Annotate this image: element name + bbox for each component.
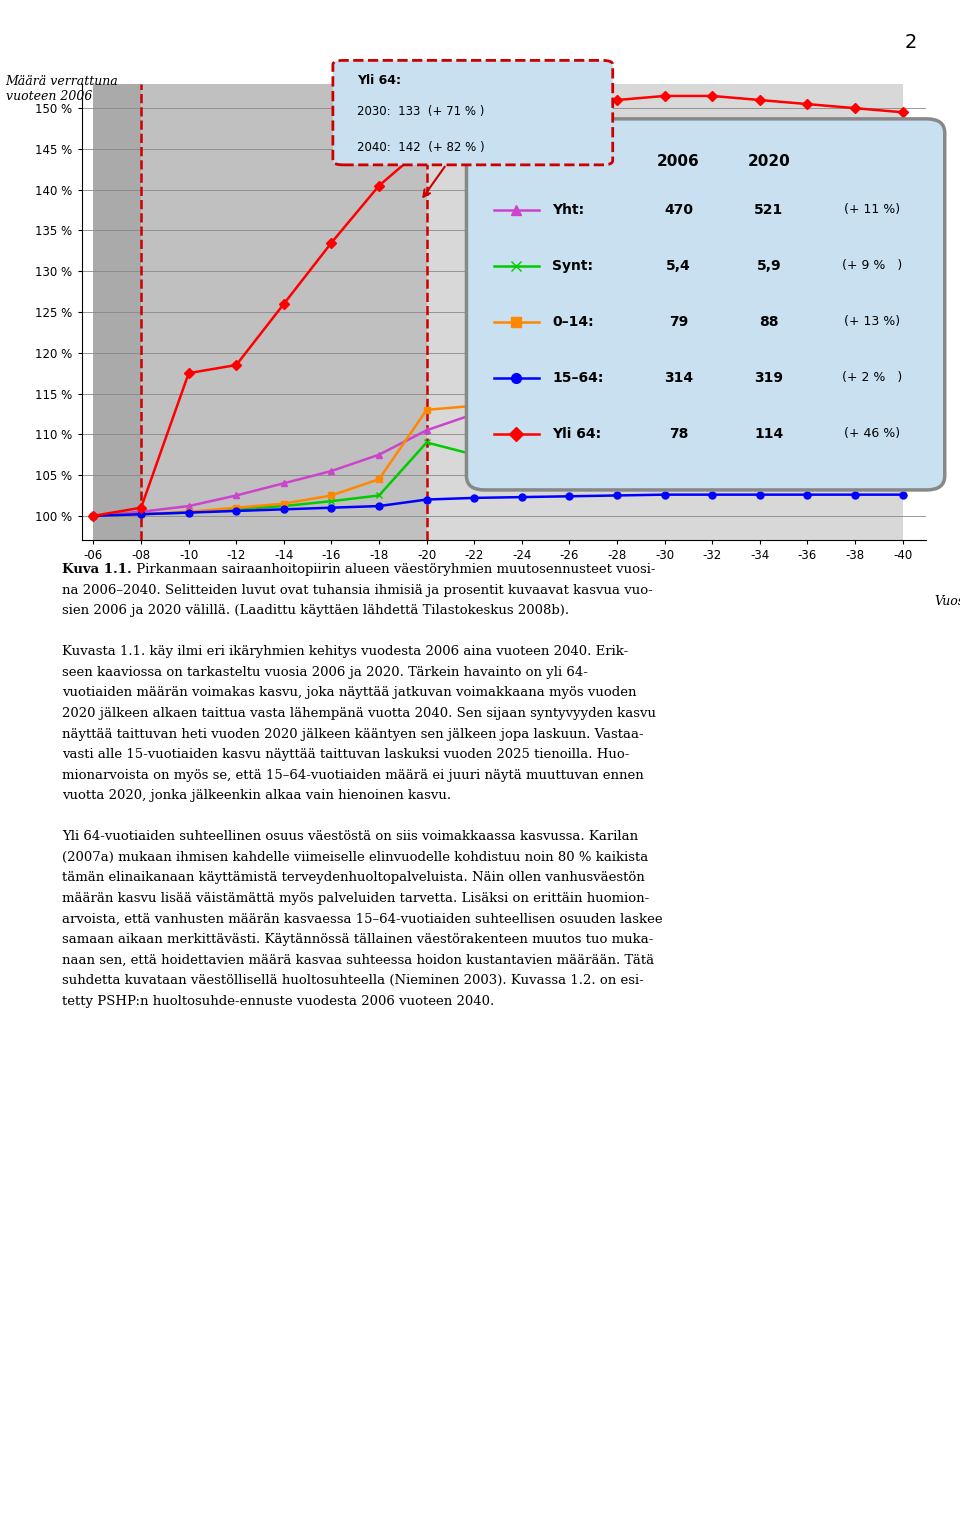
- Text: 319: 319: [755, 371, 783, 385]
- Text: 314: 314: [664, 371, 693, 385]
- Text: 88: 88: [759, 315, 779, 329]
- Text: Yli 64:: Yli 64:: [356, 75, 400, 87]
- Text: (+ 46 %): (+ 46 %): [845, 428, 900, 440]
- Text: määrän kasvu lisää väistämättä myös palveluiden tarvetta. Lisäksi on erittäin hu: määrän kasvu lisää väistämättä myös palv…: [62, 892, 650, 906]
- Text: suhdetta kuvataan väestöllisellä huoltosuhteella (Nieminen 2003). Kuvassa 1.2. o: suhdetta kuvataan väestöllisellä huoltos…: [62, 974, 644, 988]
- Text: 5,9: 5,9: [756, 259, 781, 272]
- Text: Vuosi: Vuosi: [935, 595, 960, 609]
- Text: Synt:: Synt:: [552, 259, 593, 272]
- Text: Pirkanmaan sairaanhoitopiirin alueen väestöryhmien muutosennusteet vuosi-: Pirkanmaan sairaanhoitopiirin alueen väe…: [132, 563, 655, 577]
- Text: vasti alle 15-vuotiaiden kasvu näyttää taittuvan laskuksi vuoden 2025 tienoilla.: vasti alle 15-vuotiaiden kasvu näyttää t…: [62, 749, 630, 761]
- Text: na 2006–2040. Selitteiden luvut ovat tuhansia ihmisiä ja prosentit kuvaavat kasv: na 2006–2040. Selitteiden luvut ovat tuh…: [62, 583, 653, 597]
- Text: 2: 2: [904, 33, 917, 52]
- FancyBboxPatch shape: [333, 61, 612, 164]
- Text: Yht:: Yht:: [552, 202, 585, 216]
- Text: vuotta 2020, jonka jälkeenkin alkaa vain hienoinen kasvu.: vuotta 2020, jonka jälkeenkin alkaa vain…: [62, 790, 451, 802]
- FancyBboxPatch shape: [467, 119, 945, 490]
- Text: vuotiaiden määrän voimakas kasvu, joka näyttää jatkuvan voimakkaana myös vuoden: vuotiaiden määrän voimakas kasvu, joka n…: [62, 686, 636, 700]
- Text: Yli 64:: Yli 64:: [552, 428, 601, 441]
- Bar: [426, 84, 902, 540]
- Text: 2040:  142  (+ 82 % ): 2040: 142 (+ 82 % ): [356, 140, 484, 154]
- Text: 470: 470: [664, 202, 693, 216]
- Text: 2030:  133  (+ 71 % ): 2030: 133 (+ 71 % ): [356, 105, 484, 117]
- Text: Kuva 1.1.: Kuva 1.1.: [62, 563, 132, 577]
- Text: 2006: 2006: [658, 154, 700, 169]
- Text: Kuvasta 1.1. käy ilmi eri ikäryhmien kehitys vuodesta 2006 aina vuoteen 2040. Er: Kuvasta 1.1. käy ilmi eri ikäryhmien keh…: [62, 645, 629, 659]
- Text: sien 2006 ja 2020 välillä. (Laadittu käyttäen lähdettä Tilastokeskus 2008b).: sien 2006 ja 2020 välillä. (Laadittu käy…: [62, 604, 569, 618]
- Bar: [93, 84, 141, 540]
- Text: (+ 13 %): (+ 13 %): [845, 315, 900, 329]
- Text: näyttää taittuvan heti vuoden 2020 jälkeen kääntyen sen jälkeen jopa laskuun. Va: näyttää taittuvan heti vuoden 2020 jälke…: [62, 728, 644, 741]
- Text: (+ 9 %   ): (+ 9 % ): [843, 259, 902, 272]
- Text: Määrä verrattuna
vuoteen 2006: Määrä verrattuna vuoteen 2006: [6, 75, 118, 102]
- Text: naan sen, että hoidettavien määrä kasvaa suhteessa hoidon kustantavien määrään. : naan sen, että hoidettavien määrä kasvaa…: [62, 953, 655, 966]
- Text: Yli 64-vuotiaiden suhteellinen osuus väestöstä on siis voimakkaassa kasvussa. Ka: Yli 64-vuotiaiden suhteellinen osuus väe…: [62, 831, 638, 843]
- Text: mionarvoista on myös se, että 15–64-vuotiaiden määrä ei juuri näytä muuttuvan en: mionarvoista on myös se, että 15–64-vuot…: [62, 769, 644, 782]
- Bar: [141, 84, 426, 540]
- Text: 0–14:: 0–14:: [552, 315, 594, 329]
- Text: 521: 521: [755, 202, 783, 216]
- Text: tetty PSHP:n huoltosuhde-ennuste vuodesta 2006 vuoteen 2040.: tetty PSHP:n huoltosuhde-ennuste vuodest…: [62, 995, 494, 1008]
- Text: (+ 11 %): (+ 11 %): [845, 204, 900, 216]
- Text: 114: 114: [755, 428, 783, 441]
- Text: arvoista, että vanhusten määrän kasvaessa 15–64-vuotiaiden suhteellisen osuuden : arvoista, että vanhusten määrän kasvaess…: [62, 913, 663, 925]
- Text: (2007a) mukaan ihmisen kahdelle viimeiselle elinvuodelle kohdistuu noin 80 % kai: (2007a) mukaan ihmisen kahdelle viimeise…: [62, 851, 649, 864]
- Text: 78: 78: [669, 428, 688, 441]
- Text: 2020 jälkeen alkaen taittua vasta lähempänä vuotta 2040. Sen sijaan syntyvyyden : 2020 jälkeen alkaen taittua vasta lähemp…: [62, 706, 657, 720]
- Text: samaan aikaan merkittävästi. Käytännössä tällainen väestörakenteen muutos tuo mu: samaan aikaan merkittävästi. Käytännössä…: [62, 933, 654, 947]
- Text: 2020: 2020: [748, 154, 790, 169]
- Text: (+ 2 %   ): (+ 2 % ): [843, 371, 902, 385]
- Text: tämän elinaikanaan käyttämistä terveydenhuoltopalveluista. Näin ollen vanhusväes: tämän elinaikanaan käyttämistä terveyden…: [62, 871, 645, 884]
- Text: seen kaaviossa on tarkasteltu vuosia 2006 ja 2020. Tärkein havainto on yli 64-: seen kaaviossa on tarkasteltu vuosia 200…: [62, 667, 588, 679]
- Text: 15–64:: 15–64:: [552, 371, 604, 385]
- Text: 79: 79: [669, 315, 688, 329]
- Text: 5,4: 5,4: [666, 259, 691, 272]
